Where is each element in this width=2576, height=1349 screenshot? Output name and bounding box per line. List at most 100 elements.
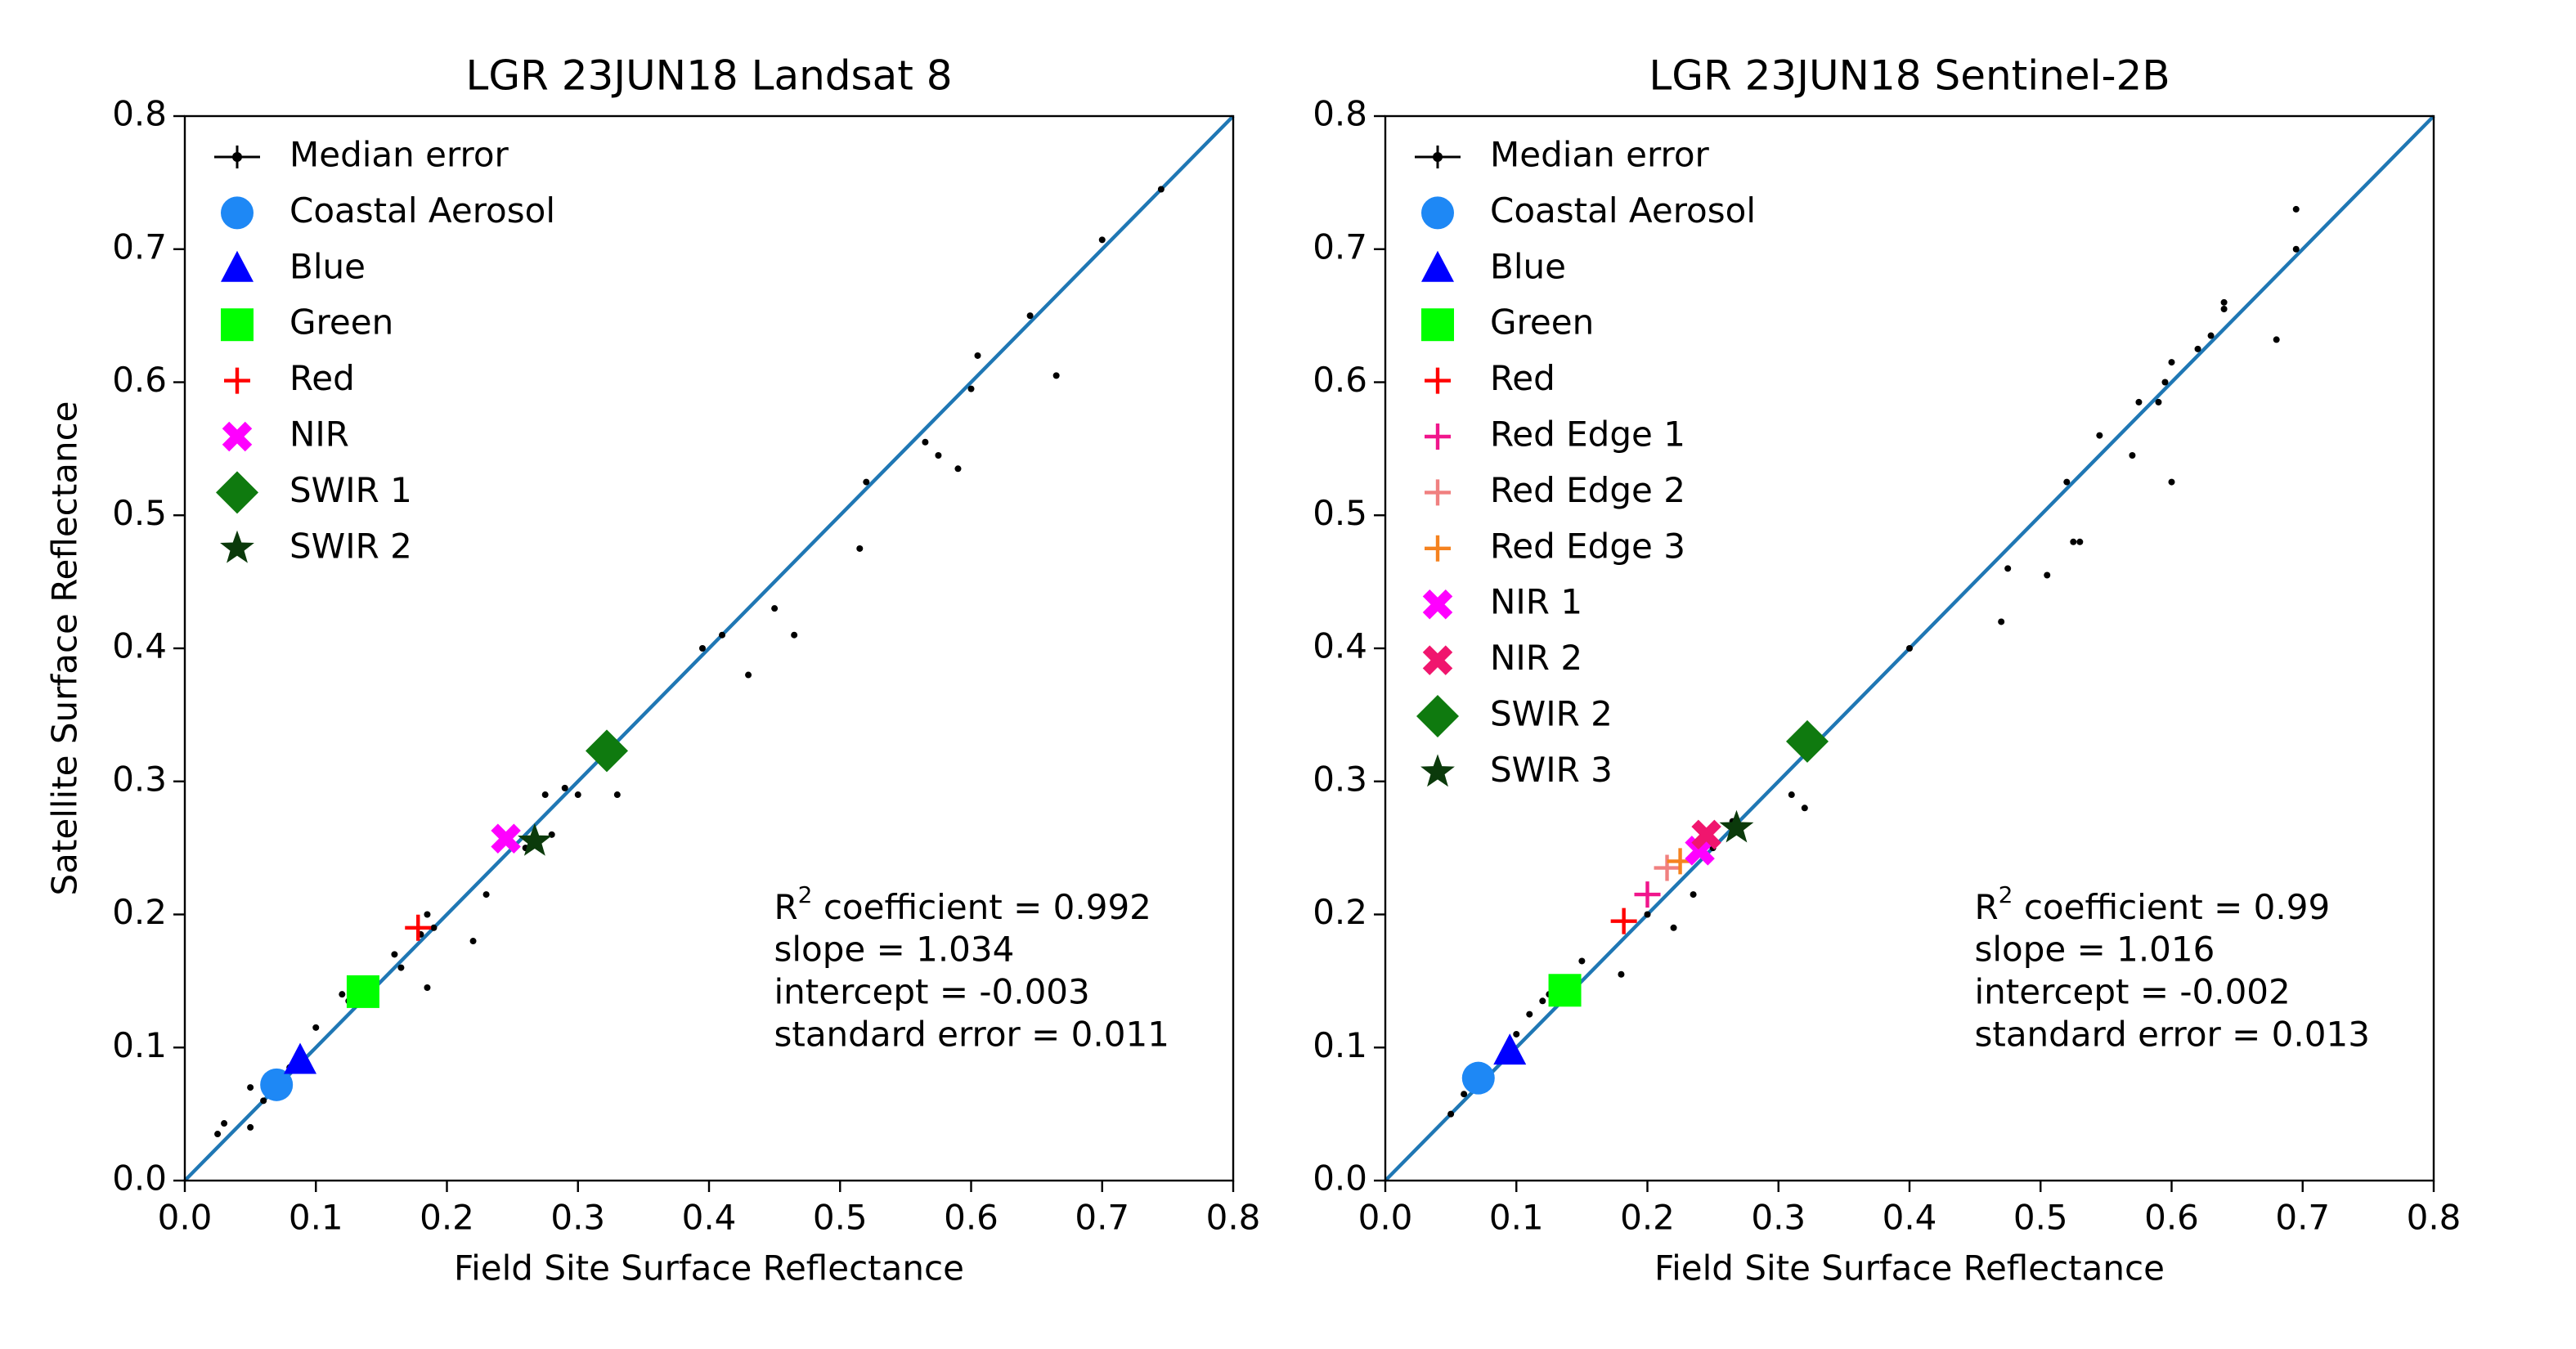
band-marker	[517, 822, 552, 856]
legend-label: SWIR 2	[1490, 694, 1613, 734]
data-point	[1539, 997, 1546, 1005]
data-point	[541, 791, 549, 799]
y-axis-label: Satellite Surface Reflectance	[45, 401, 85, 895]
x-tick-label: 0.2	[420, 1198, 474, 1238]
legend-label: Green	[289, 303, 393, 343]
legend-marker	[232, 152, 242, 162]
annotation-line: slope = 1.016	[1974, 930, 2215, 970]
annotation-line: intercept = -0.002	[1974, 972, 2290, 1012]
legend-label: Red Edge 2	[1490, 470, 1685, 510]
legend-marker	[221, 250, 254, 282]
data-point	[791, 631, 798, 639]
legend-label: Blue	[289, 246, 366, 286]
data-point	[2220, 305, 2228, 312]
data-point	[1513, 1030, 1520, 1038]
band-marker	[586, 729, 629, 773]
y-tick-label: 0.7	[112, 226, 167, 267]
data-point	[2161, 379, 2169, 386]
legend-marker	[1433, 152, 1443, 162]
data-point	[1644, 911, 1651, 918]
data-point	[2004, 565, 2012, 572]
y-tick-label: 0.5	[112, 493, 167, 533]
legend-label: Red	[1490, 358, 1555, 398]
legend-label: Median error	[289, 135, 509, 175]
data-point	[574, 791, 581, 799]
data-point	[221, 1120, 228, 1127]
data-point	[482, 891, 490, 899]
data-point	[247, 1084, 254, 1091]
x-axis-label: Field Site Surface Reflectance	[454, 1248, 964, 1288]
x-tick-label: 0.5	[813, 1198, 868, 1238]
data-point	[1447, 1110, 1455, 1118]
data-point	[312, 1024, 320, 1031]
data-point	[2194, 345, 2201, 352]
data-point	[719, 631, 726, 639]
legend-marker	[1425, 535, 1451, 562]
data-point	[2220, 298, 2228, 306]
y-tick-label: 0.4	[1313, 626, 1367, 666]
legend-marker	[1425, 367, 1451, 394]
data-point	[2135, 398, 2143, 406]
legend-marker	[221, 196, 254, 230]
data-point	[745, 671, 752, 679]
data-point	[967, 385, 975, 392]
data-point	[430, 924, 438, 931]
legend-label: SWIR 2	[289, 526, 412, 566]
legend-marker	[1416, 695, 1459, 737]
data-point	[2096, 432, 2103, 439]
plot-frame	[183, 114, 1235, 1182]
legend-marker	[221, 308, 254, 342]
chart: LGR 23JUN18 Sentinel-2B 0.0 0.1 0.2 0.3 0.4 0.…	[1313, 52, 2461, 1288]
band-marker	[1610, 908, 1637, 934]
data-point	[339, 991, 346, 998]
legend-marker	[1421, 308, 1454, 342]
y-tick-label: 0.1	[112, 1025, 167, 1065]
x-axis-label: Field Site Surface Reflectance	[1654, 1248, 2165, 1288]
legend-label: Blue	[1490, 246, 1566, 286]
plot-frame	[1384, 114, 2435, 1182]
y-tick-label: 0.6	[1313, 360, 1367, 400]
band-marker	[1548, 974, 1582, 1007]
data-point	[469, 938, 477, 945]
legend-marker	[1422, 645, 1453, 675]
data-point	[424, 911, 431, 918]
data-point	[1157, 186, 1165, 193]
y-tick-label: 0.8	[112, 94, 167, 134]
annotation-text: coefficient = 0.992	[812, 887, 1151, 927]
data-point	[2063, 478, 2071, 486]
data-point	[2273, 336, 2280, 343]
band-marker	[1691, 819, 1721, 850]
annotation-line: R2 coefficient = 0.992	[774, 881, 1151, 927]
band-marker	[405, 914, 432, 941]
data-point	[561, 784, 568, 791]
y-tick-label: 0.0	[112, 1159, 167, 1199]
y-tick-label: 0.3	[112, 759, 167, 799]
data-point	[1618, 970, 1625, 978]
band-marker	[346, 975, 379, 1008]
legend-marker	[216, 471, 258, 514]
annotation-text: coefficient = 0.99	[2013, 887, 2330, 927]
legend-label: Green	[1490, 303, 1594, 343]
data-point	[1801, 804, 1808, 812]
annotation-text: R	[1974, 887, 1998, 927]
data-point	[1026, 312, 1034, 320]
y-tick-label: 0.4	[112, 626, 167, 666]
data-point	[2207, 332, 2215, 339]
legend-marker	[1422, 589, 1453, 620]
data-point	[214, 1131, 222, 1138]
data-point	[1690, 891, 1697, 899]
data-point	[397, 964, 405, 971]
legend-marker	[1425, 424, 1451, 450]
data-point	[1906, 645, 1913, 652]
band-marker	[1654, 854, 1681, 881]
data-point	[1788, 791, 1795, 799]
x-tick-label: 0.2	[1620, 1198, 1675, 1238]
x-tick-label: 0.1	[289, 1198, 343, 1238]
data-point	[424, 984, 431, 992]
x-tick-label: 0.6	[2144, 1198, 2199, 1238]
y-tick-label: 0.8	[1313, 94, 1367, 134]
y-tick-label: 0.3	[1313, 759, 1367, 799]
legend-marker	[1421, 196, 1454, 230]
legend-marker	[1420, 754, 1455, 787]
data-point	[1998, 618, 2005, 625]
